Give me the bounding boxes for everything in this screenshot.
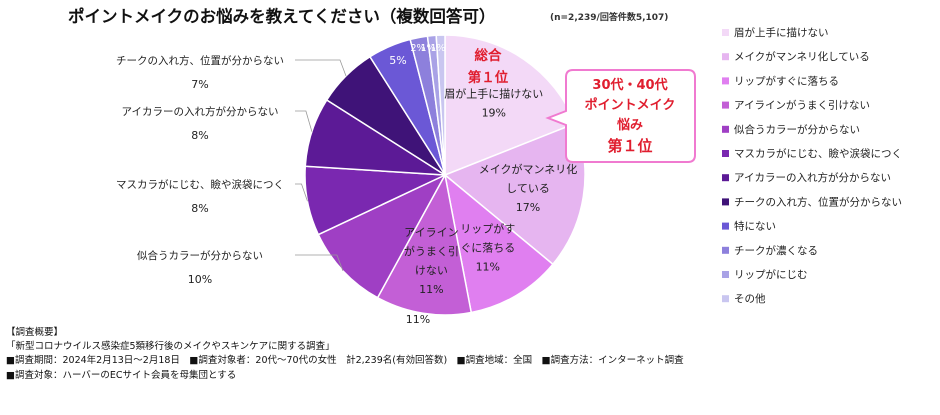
legend-swatch [722,53,729,61]
callout-text: 悩み [616,117,643,133]
legend-label: 特にない [734,221,776,233]
slice-inner-label: 眉が上手に描けない [444,87,543,101]
legend-label: リップがにじむ [734,268,808,281]
legend-label: アイラインがうまく引けない [734,99,870,112]
callout-text: 第１位 [607,137,652,155]
chart-title: ポイントメイクのお悩みを教えてください（複数回答可） [68,6,495,26]
legend-label: アイカラーの入れ方が分からない [734,171,891,184]
legend-label: メイクがマンネリ化している [734,50,870,63]
legend-label: リップがすぐに落ちる [734,74,839,87]
slice-inner-label: ぐに落ちる [460,241,515,254]
slice-value-label: 11% [406,313,430,326]
survey-details-line: ■調査期間：2024年2月13日～2月18日 ■調査対象者：20代～70代の女性… [6,355,684,367]
slice-value-label: 11% [476,260,500,273]
leader-line [295,59,347,77]
legend-swatch [722,271,729,278]
outer-slice-label: マスカラがにじむ、瞼や涙袋につく [116,178,284,191]
leader-line [295,254,344,271]
legend-swatch [722,125,729,133]
pie-slice [435,34,446,176]
slice-value-label: 11% [419,283,443,296]
slice-value-label: 7% [191,78,208,91]
slice-inner-label: している [506,182,550,195]
pie-slice [317,173,447,299]
slice-value-label: 8% [191,129,208,142]
legend-swatch [722,150,729,157]
survey-title-line: 「新型コロナウイルス感染症5類移行後のメイクやスキンケアに関する調査」 [6,341,335,353]
callout-bubble [545,69,696,163]
slice-value-label: 19% [482,107,506,120]
overall-rank-text: 総合 [475,47,502,64]
legend-swatch [722,29,729,36]
legend-label: 似合うカラーが分からない [734,123,860,136]
slice-value-label: 10% [188,273,212,286]
slice-inner-label: アイライン [404,226,458,239]
slice-inner-label: メイクがマンネリ化 [479,162,578,176]
chart-subtitle: (n=2,239/回答件数5,107) [550,11,668,23]
slice-inner-label: がうまく引 [404,244,459,258]
leader-lines [295,59,347,271]
slice-value-label: 2% [410,43,425,54]
slice-value-label: 1% [420,43,435,54]
legend-label: その他 [734,292,766,305]
outer-slice-label: チークの入れ方、位置が分からない [116,54,284,67]
callout-text: ポイントメイク [585,97,676,113]
pie-slices [304,34,586,316]
legend-swatch [722,174,729,182]
slice-value-label: 1% [430,43,445,54]
legend-label: 眉が上手に描けない [734,26,829,39]
survey-heading: 【調査概要】 [6,327,64,338]
slice-value-label: 5% [389,54,406,67]
legend-swatch [722,246,729,254]
legend: 眉が上手に描けないメイクがマンネリ化しているリップがすぐに落ちるアイラインがうま… [722,26,902,305]
leader-line [295,183,308,202]
legend-swatch [722,101,729,109]
legend-swatch [722,295,729,303]
slice-value-label: 17% [516,201,540,214]
legend-swatch [722,222,729,230]
callout-text: 30代・40代 [592,77,667,93]
slice-inner-label: けない [415,264,448,277]
legend-swatch [722,77,729,85]
outer-slice-label: 似合うカラーが分からない [137,249,263,262]
pie-slice [376,172,473,316]
legend-label: チークの入れ方、位置が分からない [734,195,902,208]
leader-line [295,110,313,132]
pie-slice [443,173,554,314]
legend-swatch [722,198,729,206]
survey-target-line: ■調査対象：ハーバーのECサイト会員を母集団とする [6,369,237,381]
slice-value-label: 8% [191,202,208,215]
slice-labels: 眉が上手に描けない 19% メイクがマンネリ化している 17%リップがすぐに落ちる 11… [116,43,577,326]
overall-rank-text: 第１位 [468,69,509,86]
slice-inner-label: リップがす [460,221,515,235]
legend-label: マスカラがにじむ、瞼や涙袋につく [734,147,902,160]
legend-label: チークが濃くなる [734,244,818,257]
survey-summary: 【調査概要】 「新型コロナウイルス感染症5類移行後のメイクやスキンケアに関する調… [6,326,684,383]
outer-slice-label: アイカラーの入れ方が分からない [122,105,279,118]
